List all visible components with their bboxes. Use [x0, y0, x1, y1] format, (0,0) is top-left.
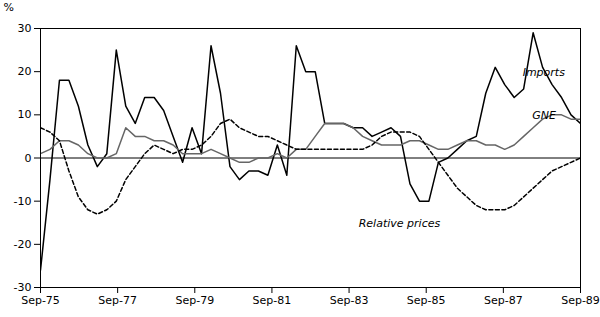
svg-text:Imports: Imports [523, 66, 566, 79]
svg-text:Sep-77: Sep-77 [98, 294, 137, 307]
svg-text:Sep-85: Sep-85 [407, 294, 446, 307]
svg-text:Sep-83: Sep-83 [330, 294, 369, 307]
svg-text:Sep-89: Sep-89 [561, 294, 600, 307]
svg-text:30: 30 [18, 22, 32, 35]
svg-text:-20: -20 [14, 238, 32, 251]
svg-text:-10: -10 [14, 195, 32, 208]
svg-text:Sep-79: Sep-79 [175, 294, 214, 307]
svg-text:Sep-87: Sep-87 [484, 294, 523, 307]
svg-text:0: 0 [25, 152, 32, 165]
svg-text:20: 20 [18, 65, 32, 78]
svg-text:%: % [4, 1, 14, 14]
svg-text:Relative prices: Relative prices [359, 217, 441, 230]
svg-text:-30: -30 [14, 281, 32, 294]
svg-text:Sep-81: Sep-81 [253, 294, 292, 307]
svg-text:Sep-75: Sep-75 [21, 294, 60, 307]
svg-text:10: 10 [18, 108, 32, 121]
svg-text:GNE: GNE [532, 109, 556, 122]
